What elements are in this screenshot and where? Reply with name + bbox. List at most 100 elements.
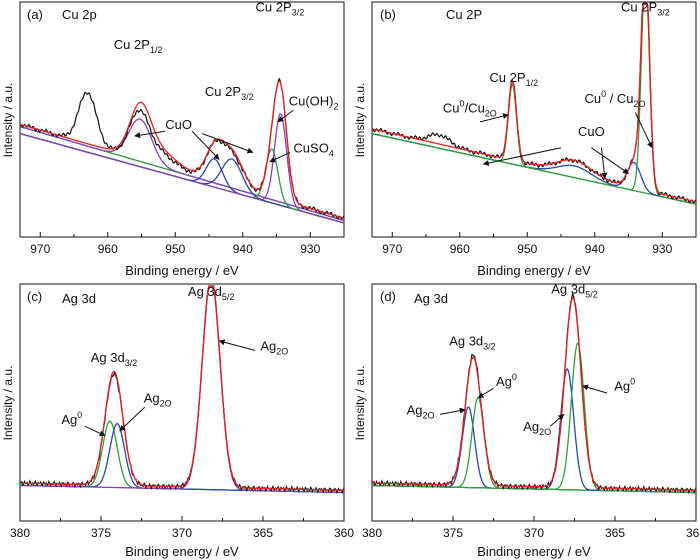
annotation-arrow (591, 147, 629, 174)
series-line-cu0-cu2o-2p3-2- (371, 3, 697, 205)
panel-a-title: Cu 2p (62, 7, 97, 22)
annotation-arrow (482, 147, 562, 166)
panel-a-label: (a) (27, 7, 43, 22)
panel-c-xlabel: Binding energy / eV (125, 544, 239, 559)
x-tick-label: 375 (91, 526, 111, 540)
panel-d-title: Ag 3d (414, 291, 448, 306)
panel-d: (d) Ag 3d Intensity / a.u. Binding energ… (353, 281, 700, 559)
x-tick-label: 360 (686, 526, 700, 540)
x-tick-label: 970 (382, 242, 402, 256)
x-tick-label: 930 (300, 242, 320, 256)
annotation-arrow (277, 109, 294, 123)
panel-b: (b) Cu 2P Intensity / a.u. Binding energ… (353, 0, 697, 278)
panel-c-label: (c) (27, 289, 42, 304)
annotation-label: Ag 3d3/2 (91, 350, 137, 368)
panel-a: (a) Cu 2p Intensity / a.u. Binding energ… (1, 0, 345, 278)
series-line-cuo (19, 118, 345, 222)
annotation-label: Ag2O (144, 391, 172, 409)
panel-c-ticks: 380 375 370 365 360 (10, 516, 354, 540)
panel-c-title: Ag 3d (62, 291, 96, 306)
series-line-raw (19, 285, 345, 495)
panel-b-ylabel: Intensity / a.u. (353, 83, 367, 158)
annotation-arrow (601, 147, 608, 179)
x-tick-label: 950 (165, 242, 185, 256)
series-line-fitted-envelope (372, 296, 696, 491)
annotation-label: Ag 3d5/2 (188, 284, 235, 302)
x-tick-label: 940 (585, 242, 605, 256)
annotation-label: Ag 3d5/2 (551, 281, 598, 299)
x-tick-label: 365 (253, 526, 273, 540)
x-tick-label: 960 (98, 242, 118, 256)
x-tick-label: 970 (30, 242, 50, 256)
annotation-label: Ag0 (61, 410, 82, 427)
x-tick-label: 370 (172, 526, 192, 540)
series-line-fitted-envelope (20, 285, 344, 491)
annotation-arrow (634, 112, 653, 149)
annotation-label: Cu(OH)2 (289, 93, 339, 111)
annotation-arrow (218, 339, 256, 351)
panel-d-ylabel: Intensity / a.u. (353, 366, 367, 441)
annotation-arrow (477, 387, 494, 399)
series-line-cu-oh-2 (19, 113, 345, 224)
x-tick-label: 930 (652, 242, 672, 256)
annotation-label: Cu 2P1/2 (114, 37, 163, 55)
panel-a-annotations: Cu 2P1/2 Cu 2P3/2 Cu 2P3/2 CuO Cu(OH)2 CuSO4 (114, 0, 339, 163)
panel-b-xlabel: Binding energy / eV (477, 263, 591, 278)
x-tick-label: 365 (605, 526, 625, 540)
annotation-label: CuSO4 (293, 140, 333, 158)
annotation-arrow (439, 407, 466, 415)
panel-b-title: Cu 2P (446, 7, 482, 22)
annotation-label: CuO (165, 117, 192, 132)
annotation-label: Cu 2P3/2 (205, 84, 254, 102)
annotation-arrow (134, 130, 166, 139)
panel-c: (c) Ag 3d Intensity / a.u. Binding energ… (1, 283, 354, 559)
annotation-label: Ag 3d3/2 (449, 334, 496, 352)
x-tick-label: 960 (450, 242, 470, 256)
panel-d-label: (d) (380, 289, 396, 304)
series-line-ag0 (19, 420, 345, 494)
panel-c-ylabel: Intensity / a.u. (1, 366, 15, 441)
annotation-arrow (202, 133, 254, 154)
panel-d-annotations: Ag 3d3/2 Ag 3d5/2 Ag0 Ag2O Ag2O Ag0 (407, 281, 636, 436)
annotation-arrow (119, 406, 146, 432)
annotation-label: Cu 2P3/2 (256, 0, 305, 17)
panel-d-ticks: 380 375 370 365 360 (362, 516, 700, 540)
panel-b-annotations: Cu 2P1/2 Cu 2P3/2 Cu0/Cu2O CuO Cu0 / Cu2O (443, 0, 670, 179)
annotation-label: Cu 2P3/2 (621, 0, 670, 17)
x-tick-label: 380 (362, 526, 382, 540)
series-line-fitted-envelope (371, 3, 697, 203)
series-line-ag2o-3d5-2- (19, 285, 345, 494)
annotation-label: Cu0 / Cu2O (584, 89, 645, 109)
panel-b-series (371, 3, 697, 205)
annotation-label: Ag0 (496, 372, 517, 389)
x-tick-label: 940 (233, 242, 253, 256)
panel-a-ticks: 970 960 950 940 930 (30, 232, 321, 256)
x-tick-label: 375 (443, 526, 463, 540)
panel-a-xlabel: Binding energy / eV (125, 263, 239, 278)
series-line-ag0-3d5-2- (371, 342, 697, 494)
x-tick-label: 360 (334, 526, 354, 540)
panel-c-series (19, 285, 345, 495)
panel-a-ylabel: Intensity / a.u. (1, 83, 15, 158)
panel-b-ticks: 970 960 950 940 930 (382, 232, 673, 256)
x-tick-label: 370 (524, 526, 544, 540)
series-line-raw (371, 3, 697, 204)
annotation-label: Ag2O (407, 402, 435, 420)
annotation-label: Cu0/Cu2O (443, 98, 497, 118)
panel-d-xlabel: Binding energy / eV (477, 544, 591, 559)
series-line-raw (371, 293, 697, 495)
annotation-label: Ag0 (614, 377, 635, 394)
annotation-label: CuO (578, 124, 605, 139)
annotation-arrow (191, 130, 220, 160)
annotation-label: Ag2O (523, 419, 551, 437)
annotation-arrow (84, 425, 106, 437)
annotation-arrow (582, 384, 608, 394)
panel-b-label: (b) (380, 7, 396, 22)
panel-c-annotations: Ag 3d3/2 Ag 3d5/2 Ag0 Ag2O Ag2O (61, 284, 288, 437)
panel-a-series (19, 77, 345, 224)
annotation-arrow (479, 113, 509, 123)
annotation-arrow (549, 413, 565, 427)
x-tick-label: 380 (10, 526, 30, 540)
annotation-label: Cu 2P1/2 (489, 70, 538, 88)
